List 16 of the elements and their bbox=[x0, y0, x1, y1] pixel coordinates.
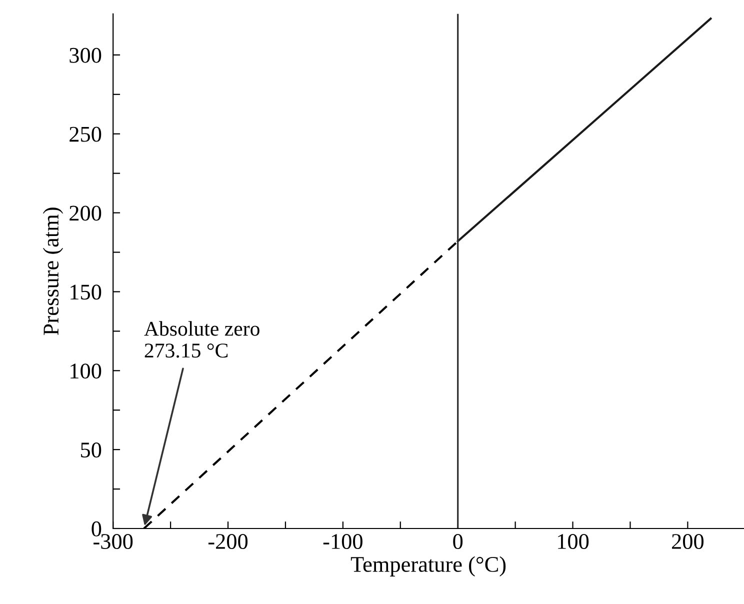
x-tick-label: -200 bbox=[208, 534, 248, 549]
y-tick-label: 100 bbox=[70, 364, 102, 379]
y-tick-label: 300 bbox=[70, 48, 102, 63]
x-axis-title: Temperature (°C) bbox=[350, 556, 506, 576]
y-tick-label: 150 bbox=[70, 284, 102, 300]
y-tick-label: 250 bbox=[70, 126, 102, 142]
y-tick-label: 200 bbox=[70, 206, 102, 221]
x-tick-label: -300 bbox=[94, 534, 133, 549]
x-tick-label: 200 bbox=[672, 534, 704, 549]
y-tick-label: 50 bbox=[81, 442, 102, 458]
annotation: Absolute zero 273.15 °C bbox=[144, 321, 260, 358]
x-tick-label: 0 bbox=[453, 534, 463, 549]
y-tick-label: 0 bbox=[92, 521, 102, 536]
x-tick-label: -100 bbox=[323, 534, 362, 549]
x-tick-label: 100 bbox=[558, 534, 589, 549]
y-axis-title: Pressure (atm) bbox=[42, 208, 64, 336]
